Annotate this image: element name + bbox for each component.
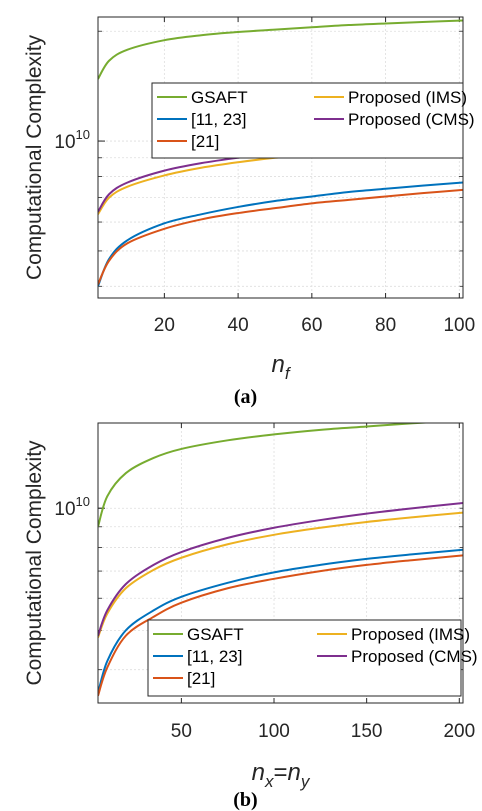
legend-label: [11, 23]	[187, 647, 242, 666]
y-tick-exponent: 10	[76, 127, 90, 142]
series-line-0	[98, 423, 435, 528]
x-label-symbol-2: n	[288, 759, 301, 786]
y-tick-base: 10	[54, 499, 75, 520]
x-label-symbol: n	[252, 759, 265, 786]
y-tick-exponent: 10	[76, 494, 90, 509]
legend-box	[151, 82, 464, 159]
x-tick-label: 200	[443, 721, 475, 742]
legend-label: Proposed (CMS)	[348, 110, 475, 129]
x-axis-label: nx=ny	[252, 759, 311, 791]
legend-box	[147, 619, 462, 697]
y-axis-label: Computational Complexity	[23, 440, 46, 686]
series-line-2	[98, 188, 463, 285]
legend-label: Proposed (IMS)	[348, 88, 467, 107]
series-line-1	[98, 548, 463, 694]
series-line-1	[98, 181, 463, 287]
x-tick-label: 50	[171, 721, 192, 742]
series-line-0	[98, 19, 463, 80]
legend: GSAFT Proposed (IMS) [11, 23] Proposed (CMS…	[147, 619, 478, 697]
y-tick-base: 10	[54, 132, 75, 153]
chart-b: 50 100 150 200 1010 GSAFT Proposed (IMS) [11, 2…	[23, 422, 478, 811]
x-label-symbol: n	[271, 351, 284, 378]
x-tick-label: 20	[154, 315, 175, 336]
x-tick-label: 80	[375, 315, 396, 336]
x-tick-label: 100	[258, 721, 290, 742]
legend-label: Proposed (IMS)	[351, 625, 470, 644]
y-tick-label: 1010	[54, 127, 90, 153]
legend-label: [21]	[187, 669, 215, 688]
y-tick-label: 1010	[54, 494, 90, 520]
x-tick-label: 100	[443, 315, 475, 336]
legend: GSAFT Proposed (IMS) [11, 23] Proposed (CMS…	[151, 82, 475, 159]
series-line-3	[98, 511, 463, 638]
legend-label: GSAFT	[187, 625, 244, 644]
series-line-4	[98, 502, 463, 637]
series-line-2	[98, 554, 463, 697]
legend-label: GSAFT	[191, 88, 248, 107]
chart-a: 20 40 60 80 100 1010 GSAFT Proposed (IMS) [11, 2…	[23, 16, 475, 408]
axes-box	[97, 422, 464, 704]
x-tick-label: 150	[351, 721, 383, 742]
x-label-subscript-2: y	[300, 772, 311, 791]
y-axis-label: Computational Complexity	[23, 34, 46, 280]
legend-label: [11, 23]	[191, 110, 246, 129]
figure-caption: (b)	[233, 789, 257, 811]
figure-caption: (a)	[234, 386, 257, 408]
legend-label: Proposed (CMS)	[351, 647, 478, 666]
x-label-subscript: x	[264, 772, 274, 791]
legend-label: [21]	[191, 132, 219, 151]
x-tick-label: 60	[301, 315, 322, 336]
x-label-equals: =	[273, 759, 287, 786]
x-tick-label: 40	[228, 315, 249, 336]
x-label-subscript: f	[285, 364, 292, 383]
x-axis-label: nf	[271, 351, 291, 383]
